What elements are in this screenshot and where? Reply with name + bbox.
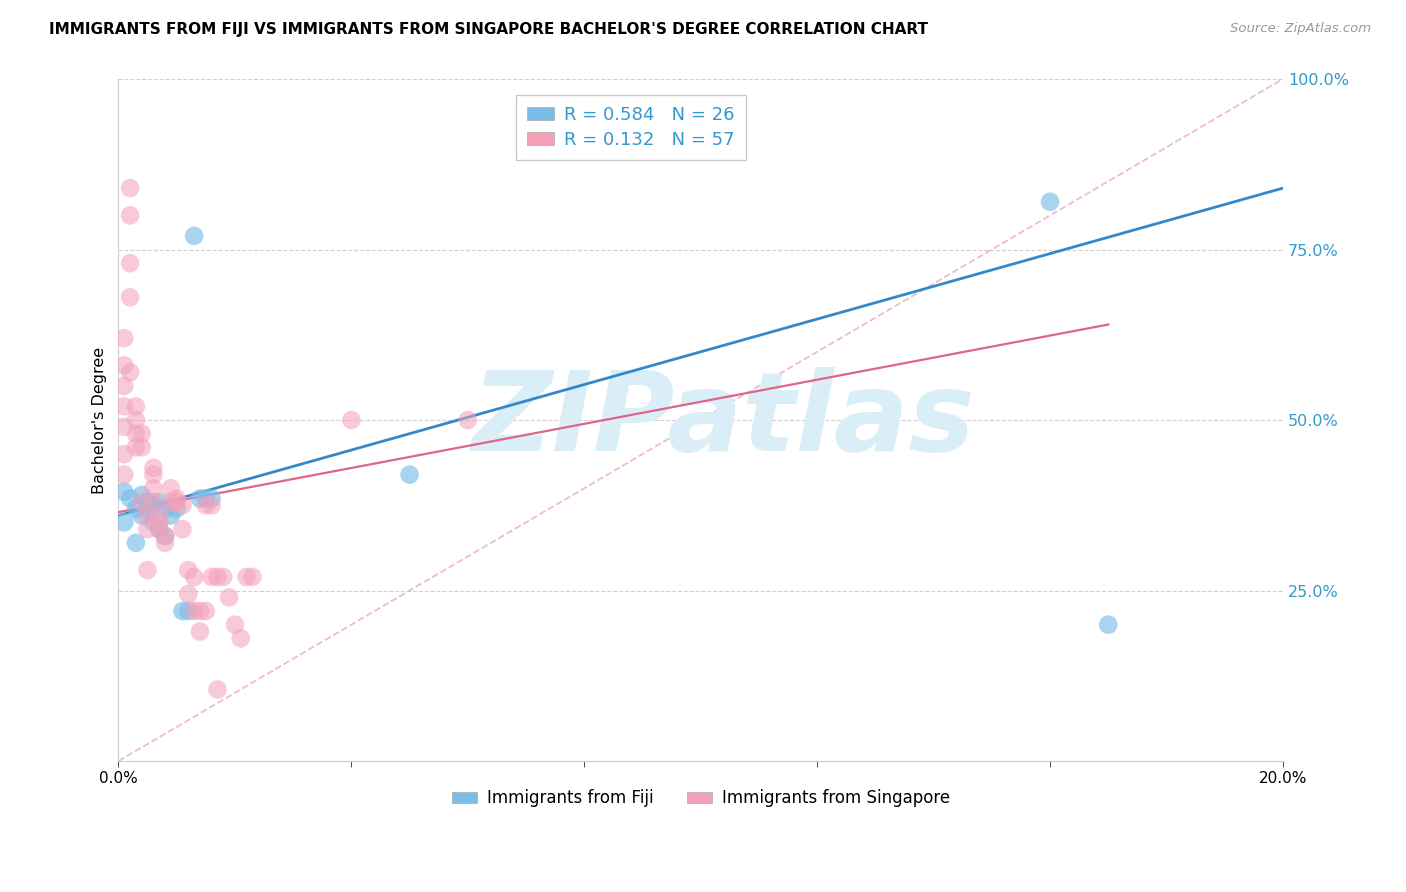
Point — [142, 516, 165, 530]
Point — [160, 481, 183, 495]
Point — [183, 228, 205, 243]
Point — [120, 181, 142, 195]
Point — [218, 591, 240, 605]
Point — [153, 529, 176, 543]
Point — [153, 536, 176, 550]
Point — [131, 440, 153, 454]
Point — [120, 208, 142, 222]
Point — [188, 624, 211, 639]
Point — [177, 604, 200, 618]
Point — [235, 570, 257, 584]
Point — [207, 682, 229, 697]
Point — [172, 604, 194, 618]
Point — [136, 501, 159, 516]
Point — [125, 440, 148, 454]
Point — [142, 498, 165, 512]
Point — [136, 508, 159, 523]
Point — [112, 484, 135, 499]
Point — [160, 508, 183, 523]
Point — [125, 400, 148, 414]
Point — [183, 604, 205, 618]
Point — [188, 604, 211, 618]
Point — [112, 516, 135, 530]
Point — [177, 563, 200, 577]
Point — [136, 522, 159, 536]
Text: Source: ZipAtlas.com: Source: ZipAtlas.com — [1230, 22, 1371, 36]
Point — [1039, 194, 1062, 209]
Point — [112, 400, 135, 414]
Point — [131, 508, 153, 523]
Point — [142, 481, 165, 495]
Point — [200, 498, 222, 512]
Point — [194, 491, 217, 506]
Point — [112, 359, 135, 373]
Point — [1097, 617, 1119, 632]
Point — [172, 498, 194, 512]
Point — [142, 495, 165, 509]
Y-axis label: Bachelor's Degree: Bachelor's Degree — [93, 346, 107, 493]
Point — [148, 508, 170, 523]
Point — [112, 379, 135, 393]
Point — [120, 256, 142, 270]
Point — [166, 501, 188, 516]
Point — [112, 331, 135, 345]
Point — [194, 498, 217, 512]
Point — [112, 447, 135, 461]
Point — [125, 413, 148, 427]
Point — [148, 522, 170, 536]
Text: IMMIGRANTS FROM FIJI VS IMMIGRANTS FROM SINGAPORE BACHELOR'S DEGREE CORRELATION : IMMIGRANTS FROM FIJI VS IMMIGRANTS FROM … — [49, 22, 928, 37]
Point — [148, 516, 170, 530]
Point — [183, 570, 205, 584]
Point — [125, 501, 148, 516]
Point — [194, 604, 217, 618]
Legend: Immigrants from Fiji, Immigrants from Singapore: Immigrants from Fiji, Immigrants from Si… — [444, 783, 956, 814]
Point — [340, 413, 363, 427]
Point — [148, 495, 170, 509]
Point — [142, 460, 165, 475]
Point — [125, 536, 148, 550]
Point — [131, 495, 153, 509]
Point — [153, 529, 176, 543]
Point — [136, 563, 159, 577]
Point — [188, 491, 211, 506]
Point — [120, 365, 142, 379]
Point — [200, 570, 222, 584]
Point — [131, 488, 153, 502]
Point — [125, 426, 148, 441]
Point — [212, 570, 235, 584]
Point — [172, 522, 194, 536]
Point — [177, 587, 200, 601]
Point — [166, 495, 188, 509]
Point — [224, 617, 246, 632]
Point — [131, 426, 153, 441]
Point — [142, 467, 165, 482]
Point — [166, 491, 188, 506]
Point — [112, 420, 135, 434]
Point — [207, 570, 229, 584]
Point — [200, 491, 222, 506]
Text: ZIPatlas: ZIPatlas — [472, 367, 976, 474]
Point — [229, 632, 252, 646]
Point — [457, 413, 479, 427]
Point — [148, 522, 170, 536]
Point — [153, 501, 176, 516]
Point — [120, 290, 142, 304]
Point — [240, 570, 263, 584]
Point — [120, 491, 142, 506]
Point — [136, 495, 159, 509]
Point — [112, 467, 135, 482]
Point — [398, 467, 420, 482]
Point — [160, 495, 183, 509]
